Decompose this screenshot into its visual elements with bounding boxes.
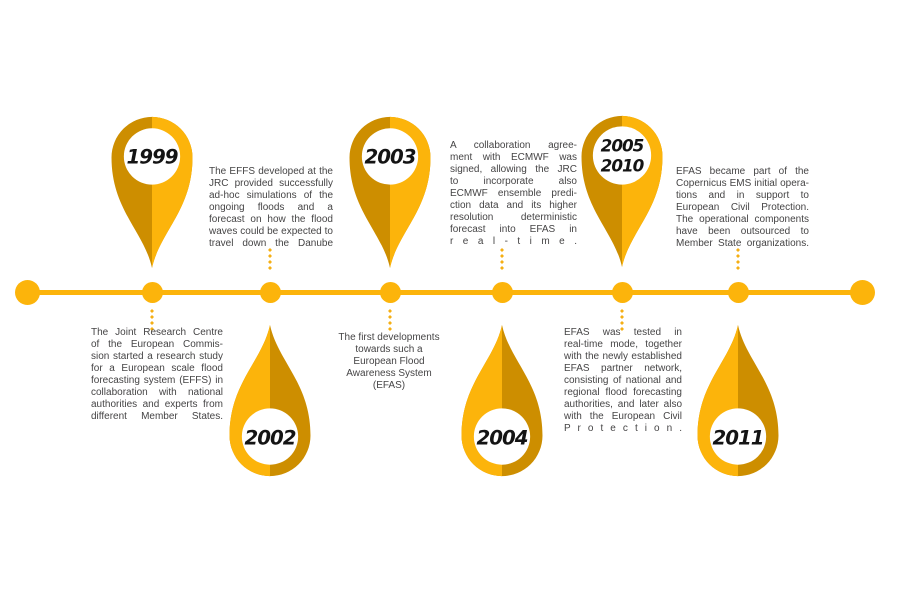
event-pin-2004: 2004 [457,322,547,480]
dotted-connector-2005-2010 [620,308,624,332]
teardrop-icon: 2011 [697,324,779,477]
description-line: resolution deterministic [450,212,577,223]
timeline-endpoint-left [15,280,40,305]
event-pin-2003: 2003 [345,113,435,271]
description-line: European Flood [353,356,425,367]
event-description-2004: A collaboration agree-ment with ECMWF wa… [450,140,577,248]
description-line: collaboration with national [91,387,223,398]
timeline-node-2002 [259,282,281,303]
description-line: sion started a research study [91,351,223,362]
description-line: Member State organizations. [676,238,809,249]
year-label: 1999 [126,145,177,168]
timeline-node-2003 [379,282,401,303]
dotted-connector-2003 [388,308,392,332]
description-line: ongoing floods and a [209,202,333,213]
year-label: 2005 [601,136,644,156]
dotted-connector-2002 [268,247,272,271]
description-line: different Member States. [91,411,223,422]
event-pin-1999: 1999 [107,113,197,271]
description-line: P r o t e c t i o n . [564,423,682,434]
description-line: forecast on how the flood [209,214,333,225]
event-pin-2002: 2002 [225,322,315,480]
description-line: with the European Civil [564,411,682,422]
timeline-node-2011 [727,282,749,303]
timeline-node-2004 [491,282,513,303]
year-label: 2002 [244,426,295,449]
description-line: EFAS partner network, [564,363,682,374]
description-line: for a European scale flood [91,363,223,374]
description-line: real-time mode, together [564,339,682,350]
teardrop-icon: 2002 [229,324,311,477]
description-line: ECMWF ensemble predi- [450,188,577,199]
map-pin-icon: 2005 2010 [581,115,663,268]
event-description-2011: EFAS became part of the Copernicus EMS in… [676,166,809,250]
description-line: authorities and experts from [91,399,223,410]
description-line: ad-hoc simulations of the [209,190,333,201]
event-description-2005-2010: EFAS was tested in real-time mode, togeth… [564,327,682,435]
pin-circle [123,128,181,185]
year-label-secondary: 2010 [601,155,645,175]
description-line: of the European Commis- [91,339,223,350]
description-line: waves could be expected to [209,226,333,237]
description-line: The EFFS developed at the [209,166,333,177]
description-line: consisting of national and [564,375,682,386]
description-line: tions and in support to [676,190,809,201]
description-line: Awareness System (EFAS) [346,368,432,391]
event-description-2003: The first developments towards such a Euro… [333,332,445,392]
description-line: ment with ECMWF was [450,152,577,163]
timeline-endpoint-right [850,280,875,305]
pin-circle [709,408,767,465]
map-pin-icon: 2003 [349,116,431,269]
description-line: regional flood forecasting [564,387,682,398]
description-line: The operational components [676,214,809,225]
dotted-connector-2011 [736,247,740,271]
timeline-node-2005-2010 [611,282,633,303]
description-line: authorities, and later also [564,399,682,410]
description-line: EFAS was tested in [564,327,682,338]
dotted-connector-1999 [150,308,154,332]
description-line: forecasting system (EFFS) in [91,375,223,386]
description-line: A collaboration agree- [450,140,577,151]
year-label: 2011 [712,426,763,449]
description-line: The Joint Research Centre [91,327,223,338]
year-label: 2004 [476,426,527,449]
event-pin-2005-2010: 2005 2010 [577,112,667,270]
pin-circle [361,128,419,185]
pin-circle [592,126,652,185]
description-line: European Civil Protection. [676,202,809,213]
description-line: Copernicus EMS initial opera- [676,178,809,189]
description-line: travel down the Danube [209,238,333,249]
description-line: towards such a [355,344,423,355]
description-line: ction data and its higher [450,200,577,211]
description-line: EFAS became part of the [676,166,809,177]
description-line: The first developments [338,332,440,343]
map-pin-icon: 1999 [111,116,193,269]
description-line: signed, allowing the JRC [450,164,577,175]
description-line: forecast into EFAS in [450,224,577,235]
description-line: JRC provided successfully [209,178,333,189]
timeline-line [27,290,862,295]
pin-circle [241,408,299,465]
event-pin-2011: 2011 [693,322,783,480]
event-description-1999: The Joint Research Centre of the European… [91,327,223,423]
description-line: to incorporate also [450,176,577,187]
teardrop-icon: 2004 [461,324,543,477]
pin-circle [473,408,531,465]
event-description-2002: The EFFS developed at the JRC provided su… [209,166,333,250]
description-line: with the newly established [564,351,682,362]
timeline-node-1999 [141,282,163,303]
description-line: have been outsourced to [676,226,809,237]
description-line: r e a l - t i m e . [450,236,577,247]
dotted-connector-2004 [500,247,504,271]
year-label: 2003 [364,145,415,168]
